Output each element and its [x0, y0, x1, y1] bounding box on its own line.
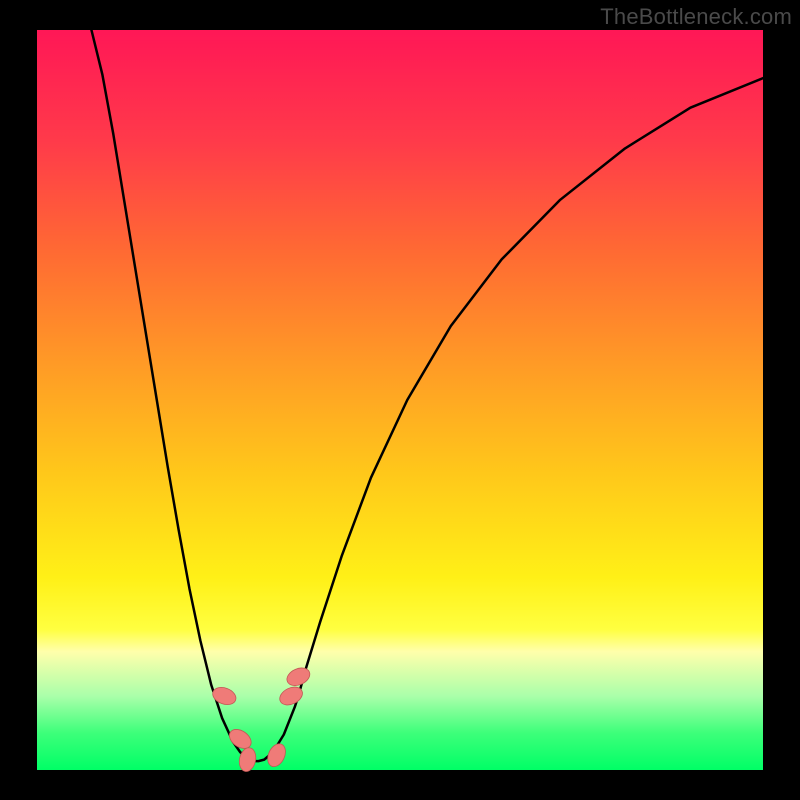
plot-area [37, 30, 763, 770]
attribution-label: TheBottleneck.com [600, 4, 792, 30]
chart-svg [0, 0, 800, 800]
chart-root: TheBottleneck.com [0, 0, 800, 800]
